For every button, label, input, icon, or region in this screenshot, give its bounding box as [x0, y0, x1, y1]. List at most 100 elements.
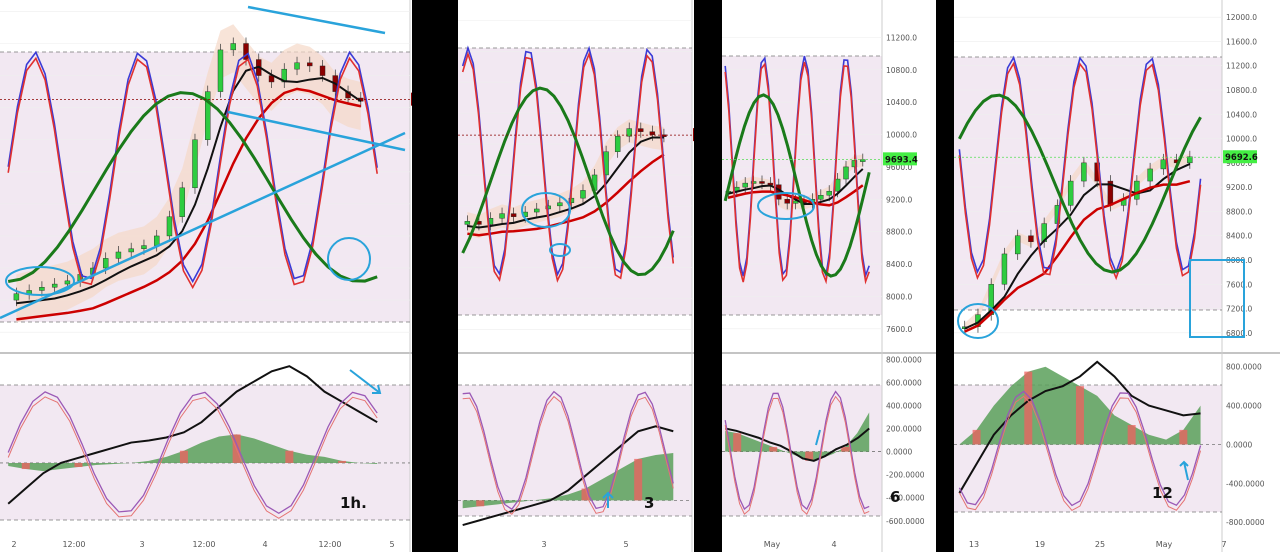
price-tick-label: 10400.0 — [886, 98, 917, 107]
candle — [860, 159, 866, 162]
timeframe-label: 1h. — [340, 494, 367, 512]
x-tick-label: 12:00 — [318, 540, 341, 549]
stoch-d-line — [958, 61, 1202, 281]
x-tick-label: 12:00 — [62, 540, 85, 549]
bollinger-band — [467, 119, 664, 239]
candle — [818, 195, 824, 200]
candle — [649, 131, 656, 135]
sma-line — [16, 65, 362, 305]
osc-histogram-bar — [338, 460, 347, 463]
osc-tick-label: 200.0000 — [886, 425, 922, 434]
osc-line — [958, 360, 1201, 494]
osc-line — [724, 427, 870, 462]
price-tick-label: 12000.0 — [1226, 13, 1257, 22]
osc-histogram-bar — [476, 500, 485, 507]
x-tick-label: 3 — [541, 540, 546, 549]
price-tick-label: 10800.0 — [1226, 86, 1257, 95]
trend-green-line — [958, 93, 1202, 274]
candle — [1160, 159, 1167, 170]
osc-histogram-bar — [841, 446, 850, 452]
price-tick-label: 8000.0 — [886, 292, 912, 301]
x-tick-label: 2 — [11, 540, 16, 549]
ema-line — [16, 87, 362, 321]
candle — [614, 136, 621, 152]
candle — [319, 65, 326, 76]
current-price-tag — [883, 152, 917, 166]
osc-histogram-bar — [1179, 429, 1188, 445]
osc-histogram-bar — [1075, 386, 1084, 445]
candle — [750, 181, 757, 184]
candle — [834, 178, 841, 192]
candle — [784, 199, 790, 204]
current-price-tag — [411, 92, 412, 106]
candle — [243, 43, 249, 60]
osc-histogram-bar — [769, 446, 778, 452]
x-tick-label: 12:00 — [192, 540, 215, 549]
candle — [851, 160, 858, 168]
chart-panel-1h: 9900.09800.09700.09600.09500.09400.09300… — [0, 0, 412, 552]
x-tick-label: May — [764, 540, 781, 549]
timeframe-label: 12 — [1152, 484, 1173, 502]
osc-tick-label: 600.0000 — [886, 378, 922, 387]
current-price-tag — [1223, 150, 1257, 164]
osc-tick-label: -200.0000 — [886, 471, 925, 480]
candle — [534, 208, 540, 213]
candle — [759, 181, 765, 184]
x-tick-label: 4 — [262, 540, 267, 549]
candle — [1067, 180, 1074, 206]
annotation-circle — [327, 237, 371, 281]
x-tick-label: 25 — [1095, 540, 1105, 549]
x-tick-label: 3 — [139, 540, 144, 549]
chart-svg-3: 10400.010200.010000.09800.09600.09400.09… — [458, 0, 694, 552]
price-tick-label: 6800.0 — [1226, 329, 1252, 338]
sma-line — [728, 168, 864, 205]
x-tick-label: 4 — [831, 540, 836, 549]
price-tick-label: 9200.0 — [1226, 183, 1252, 192]
chart-svg-1h: 9900.09800.09700.09600.09500.09400.09300… — [0, 0, 412, 552]
candle — [580, 190, 586, 199]
price-tick-label: 9600.0 — [886, 163, 912, 172]
price-tick-label: 10400.0 — [1226, 110, 1257, 119]
osc-stoch-d — [724, 395, 870, 515]
annotation-ellipse — [521, 192, 571, 228]
chart-svg-6: 11200.0 10800.0 10400.0 10000.0 9600.0 9200.0… — [722, 0, 936, 552]
candle — [13, 293, 20, 301]
x-tick-label: 13 — [969, 540, 979, 549]
osc-stoch-k — [724, 390, 870, 511]
osc-stoch-d — [462, 395, 674, 515]
osc-tick-label: 800.0000 — [1226, 363, 1262, 372]
annotation-up-arrow — [1179, 460, 1189, 481]
stoch-d-line — [724, 61, 870, 285]
sma-line — [467, 136, 664, 229]
candle — [742, 182, 748, 188]
candle — [1134, 180, 1140, 200]
price-tick-label: 9600.0 — [1226, 159, 1252, 168]
candle — [499, 213, 505, 219]
osc-tick-label: 800.0000 — [886, 355, 922, 364]
osc-stoch-d — [7, 396, 378, 519]
osc-stoch-d — [958, 395, 1202, 512]
osc-tick-label: 0.0000 — [1226, 440, 1252, 449]
osc-histogram-bar — [74, 462, 83, 468]
annotation-ellipse — [5, 266, 75, 296]
candle — [307, 62, 313, 67]
candle — [154, 235, 160, 246]
osc-tick-label: 400.0000 — [1226, 402, 1262, 411]
current-price-label: 9693.4 — [885, 155, 918, 165]
annotation-up-arrow — [602, 491, 614, 508]
osc-histogram-bar — [634, 458, 643, 501]
osc-tick-label: -600.0000 — [886, 517, 925, 526]
candle — [192, 139, 198, 189]
candle — [1014, 235, 1021, 255]
osc-histogram-bar — [805, 451, 814, 461]
x-tick-label: 7 — [1221, 540, 1226, 549]
price-tick-label: 11200.0 — [886, 33, 917, 42]
price-tick-label: 10000.0 — [886, 131, 917, 140]
sma-line — [964, 163, 1191, 330]
trend-green-line — [723, 93, 871, 278]
candle — [294, 62, 300, 70]
osc-stoch-k — [462, 390, 674, 511]
trendline-upper — [247, 5, 386, 35]
price-tick-label: 8800.0 — [886, 228, 912, 237]
osc-tick-label: 400.0000 — [886, 401, 922, 410]
